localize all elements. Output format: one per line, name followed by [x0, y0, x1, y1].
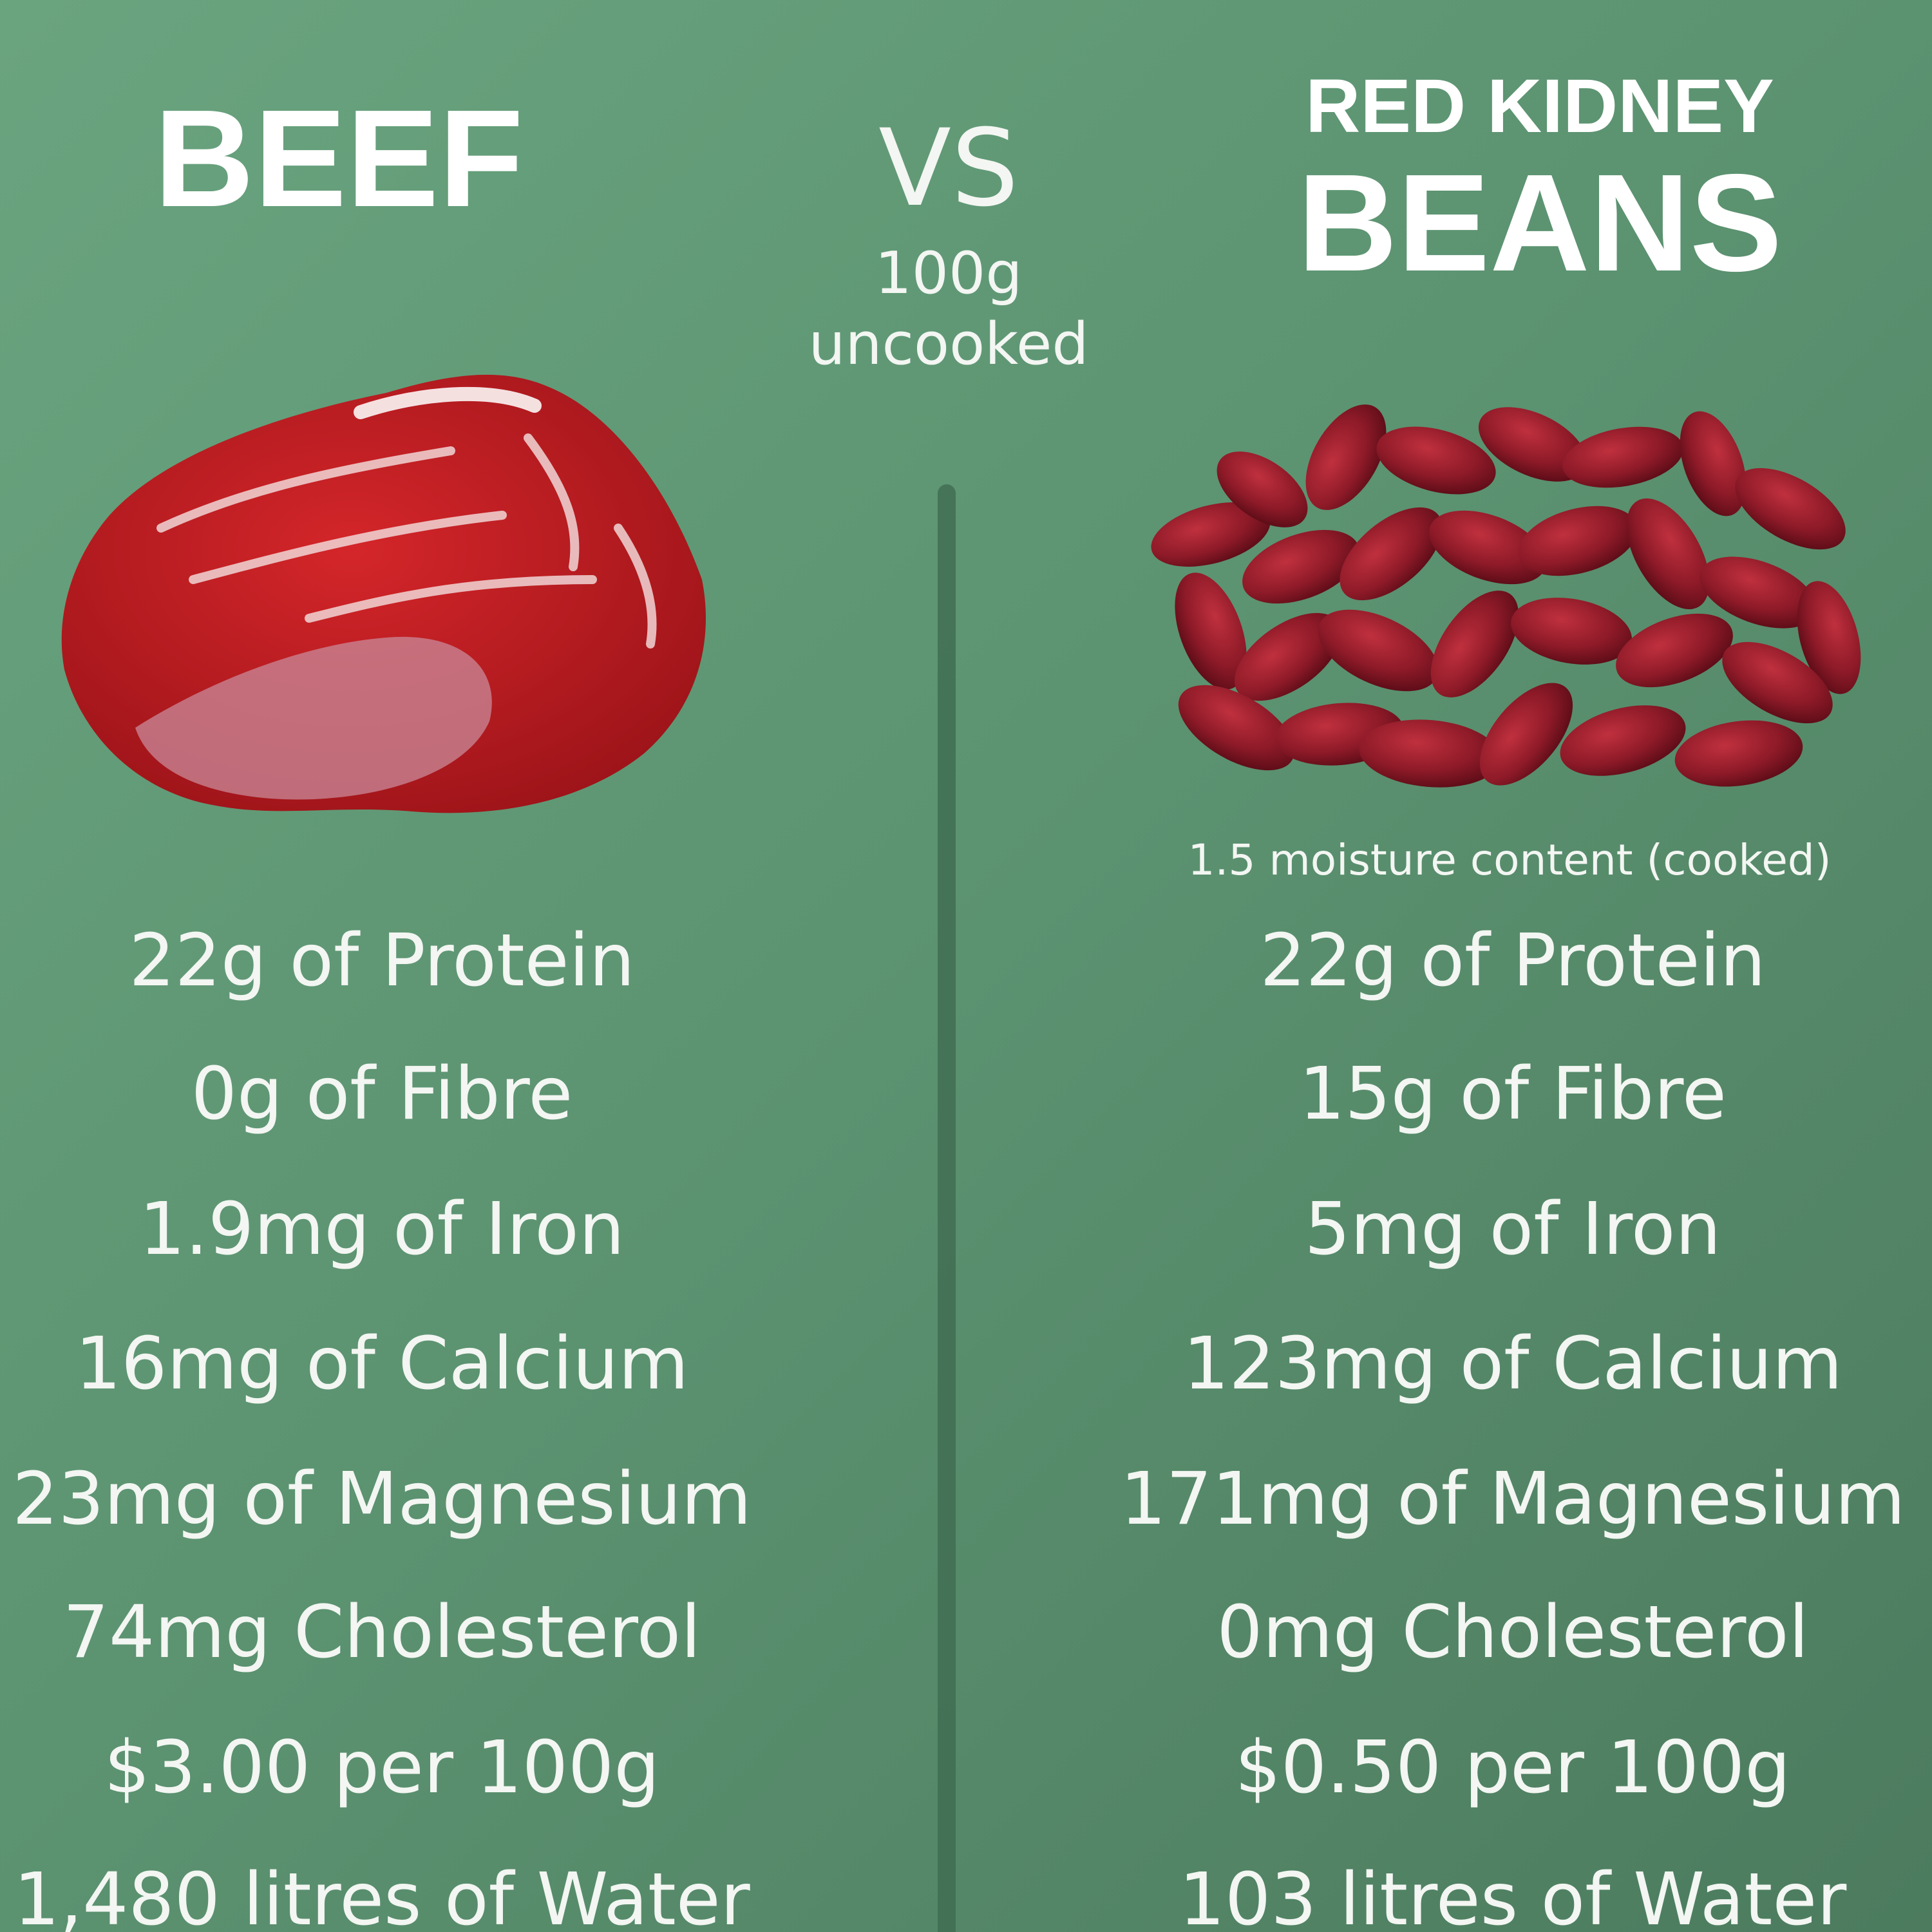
bean — [1511, 598, 1632, 665]
bean — [1217, 451, 1308, 527]
beans-fact: 22g of Protein — [1260, 919, 1765, 1003]
beef-fat — [135, 636, 492, 800]
bean — [1242, 529, 1359, 604]
beef-fact: $3.00 per 100g — [104, 1726, 660, 1810]
beef-fact: 23mg of Magnesium — [12, 1457, 752, 1541]
beans-fact: 0mg Cholesterol — [1217, 1591, 1808, 1674]
beans-image — [1151, 404, 1861, 788]
bean — [1680, 411, 1747, 516]
bean — [1479, 683, 1573, 786]
bean — [1562, 426, 1683, 488]
bean — [1175, 573, 1247, 690]
beans-fact: 171mg of Magnesium — [1121, 1457, 1906, 1541]
bean — [1376, 426, 1496, 495]
bean — [1560, 705, 1686, 776]
right-title-line2: BEANS — [1298, 145, 1783, 300]
beef-fact: 1,480 litres of Water — [14, 1858, 750, 1932]
beef-fact: 16mg of Calcium — [75, 1322, 689, 1406]
bean — [1626, 498, 1710, 609]
beans-fact: 15g of Fibre — [1299, 1052, 1727, 1136]
beef-image — [61, 374, 706, 813]
amount-label: 100g — [875, 240, 1023, 307]
vs-label: VS — [878, 106, 1019, 230]
beef-edge-fat — [354, 386, 542, 419]
divider — [938, 484, 956, 1932]
right-note: 1.5 moisture content (cooked) — [1188, 835, 1832, 885]
nutrition-lists: 22g of Protein 0g of Fibre 1.9mg of Iron 16… — [12, 919, 1905, 1932]
beef-fact: 1.9mg of Iron — [139, 1188, 625, 1271]
beans-fact: 123mg of Calcium — [1183, 1322, 1842, 1406]
bean — [1674, 720, 1803, 787]
bean — [1235, 612, 1341, 701]
bean — [1340, 507, 1443, 601]
bean — [1430, 591, 1519, 697]
right-title-line1: RED KIDNEY — [1305, 64, 1774, 149]
bean — [1178, 685, 1295, 771]
bean — [1735, 468, 1846, 550]
beans-fact: 5mg of Iron — [1305, 1188, 1721, 1271]
bean — [1429, 510, 1546, 585]
beef-fact: 22g of Protein — [129, 919, 634, 1003]
bean — [1518, 506, 1638, 576]
bean — [1305, 404, 1387, 510]
bean — [1797, 581, 1861, 694]
beef-fact: 74mg Cholesterol — [63, 1591, 701, 1674]
left-title: BEEF — [154, 80, 523, 236]
bean — [1478, 407, 1587, 482]
beef-fact: 0g of Fibre — [191, 1052, 573, 1136]
beans-fact: 103 litres of Water — [1179, 1858, 1848, 1932]
beef-marbling — [156, 433, 657, 649]
state-label: uncooked — [808, 310, 1088, 378]
bean — [1722, 641, 1833, 724]
beans-fact: $0.50 per 100g — [1235, 1726, 1791, 1810]
bean — [1318, 609, 1439, 692]
bean — [1359, 719, 1501, 788]
bean — [1151, 502, 1271, 567]
bean — [1700, 556, 1817, 629]
bean — [1616, 613, 1733, 688]
